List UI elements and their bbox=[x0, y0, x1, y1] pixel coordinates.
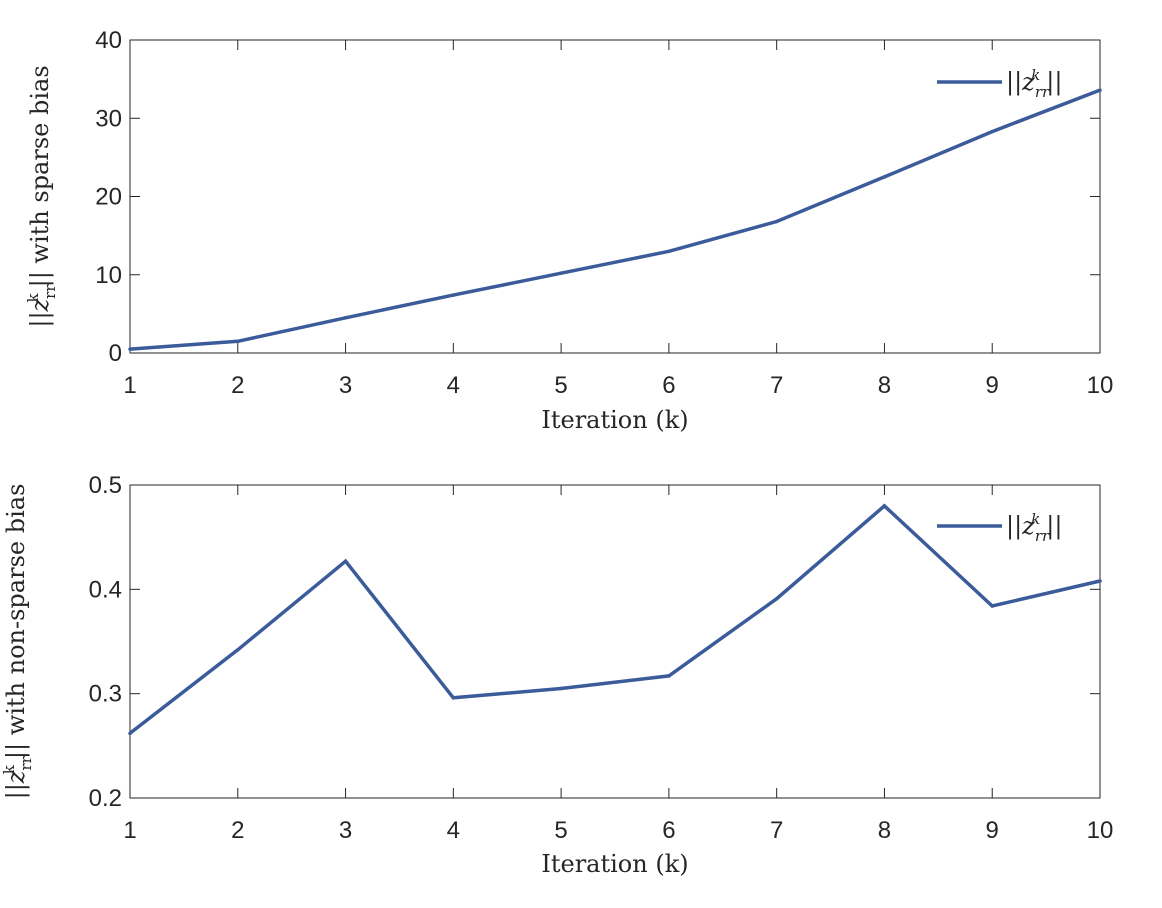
data-point bbox=[451, 696, 456, 700]
x-tick-label: 9 bbox=[986, 372, 999, 399]
x-tick-label: 4 bbox=[447, 817, 460, 844]
y-axis-title: ||zrrk|| with non-sparse bias bbox=[0, 484, 35, 800]
x-ticks: 1 2 3 4 5 6 7 8 9 10 bbox=[123, 40, 1113, 399]
x-tick-label: 1 bbox=[123, 817, 136, 844]
data-point bbox=[1098, 88, 1102, 92]
data-point bbox=[667, 249, 671, 254]
plot-area-frame bbox=[129, 484, 1101, 799]
legend-label: ||zrrk || bbox=[1006, 510, 1062, 545]
data-point bbox=[559, 686, 563, 691]
x-tick-label: 1 bbox=[123, 372, 136, 399]
x-tick-label: 8 bbox=[878, 817, 891, 844]
data-point bbox=[236, 339, 240, 344]
data-point bbox=[774, 596, 779, 601]
data-point bbox=[559, 271, 563, 275]
series-line bbox=[129, 88, 1101, 351]
y-tick-label: 0.5 bbox=[89, 472, 122, 499]
chart-sparse-bias: 0 10 20 30 40 1 2 3 4 5 6 7 8 9 10 Iteration (k) ||zr… bbox=[24, 27, 1113, 434]
x-tick-label: 10 bbox=[1087, 817, 1114, 844]
x-tick-label: 10 bbox=[1087, 372, 1114, 399]
y-tick-label: 0.3 bbox=[89, 681, 122, 708]
series-line bbox=[128, 503, 1101, 735]
y-ticks: 0.2 0.3 0.4 0.5 bbox=[89, 472, 1100, 812]
y-tick-label: 20 bbox=[95, 184, 122, 211]
legend: ||zrrk || bbox=[937, 510, 1062, 545]
data-point bbox=[882, 504, 887, 508]
x-ticks: 1 2 3 4 5 6 7 8 9 10 bbox=[123, 485, 1113, 844]
x-tick-label: 6 bbox=[662, 372, 675, 399]
legend-label: ||zrrk || bbox=[1006, 66, 1062, 101]
x-tick-label: 4 bbox=[447, 372, 460, 399]
data-point bbox=[882, 175, 887, 179]
x-tick-label: 2 bbox=[231, 372, 244, 399]
x-tick-label: 7 bbox=[770, 372, 783, 399]
x-tick-label: 8 bbox=[878, 372, 891, 399]
x-tick-label: 3 bbox=[339, 372, 352, 399]
data-point bbox=[451, 293, 456, 297]
y-tick-label: 0 bbox=[109, 340, 122, 367]
x-tick-label: 5 bbox=[554, 817, 567, 844]
x-tick-label: 2 bbox=[231, 817, 244, 844]
x-tick-label: 7 bbox=[770, 817, 783, 844]
y-ticks: 0 10 20 30 40 bbox=[95, 27, 1100, 367]
y-axis-title: ||zrrk|| with sparse bias bbox=[24, 65, 59, 327]
y-tick-label: 0.2 bbox=[89, 785, 122, 812]
data-point bbox=[128, 731, 132, 736]
data-point bbox=[990, 129, 994, 134]
data-point bbox=[1098, 579, 1102, 583]
data-point bbox=[774, 219, 779, 224]
data-point bbox=[343, 316, 348, 320]
x-tick-label: 3 bbox=[339, 817, 352, 844]
data-point bbox=[128, 347, 132, 351]
data-point bbox=[236, 648, 240, 652]
x-axis-title: Iteration (k) bbox=[541, 406, 688, 434]
x-tick-label: 9 bbox=[986, 817, 999, 844]
y-tick-label: 0.4 bbox=[89, 576, 122, 603]
x-tick-label: 6 bbox=[662, 817, 675, 844]
y-tick-label: 30 bbox=[95, 105, 122, 132]
data-point bbox=[667, 674, 671, 678]
legend: ||zrrk || bbox=[937, 66, 1062, 101]
plot-area-frame bbox=[129, 39, 1101, 354]
x-axis-title: Iteration (k) bbox=[541, 850, 688, 878]
data-point bbox=[343, 559, 348, 563]
y-tick-label: 40 bbox=[95, 27, 122, 54]
y-tick-label: 10 bbox=[95, 262, 122, 289]
data-point bbox=[990, 604, 994, 608]
chart-non-sparse-bias: 0.2 0.3 0.4 0.5 1 2 3 4 5 6 7 8 9 10 Iteration (k) |… bbox=[0, 472, 1113, 878]
x-tick-label: 5 bbox=[554, 372, 567, 399]
